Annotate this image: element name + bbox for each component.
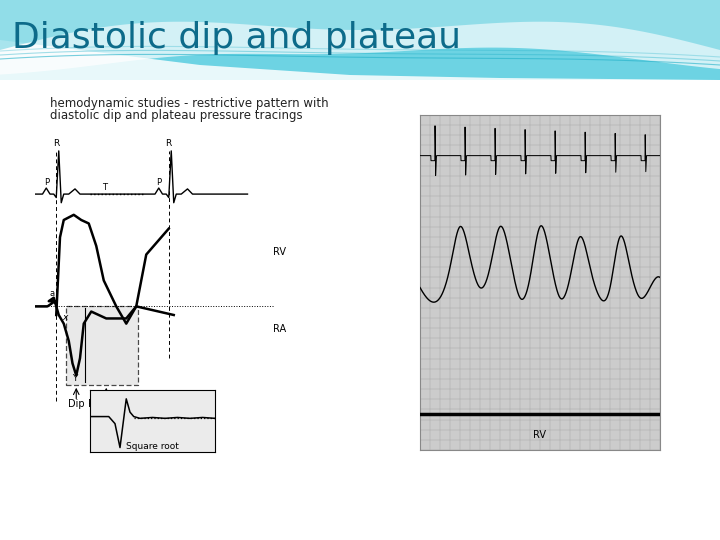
Text: hemodynamic studies - restrictive pattern with: hemodynamic studies - restrictive patter… — [50, 97, 328, 110]
Text: P: P — [156, 178, 161, 187]
Polygon shape — [0, 0, 720, 75]
Text: Dip: Dip — [68, 399, 84, 409]
Text: T: T — [102, 183, 107, 192]
Text: Plateau: Plateau — [88, 399, 125, 409]
Polygon shape — [0, 40, 720, 80]
Polygon shape — [0, 0, 720, 50]
Text: RV: RV — [534, 430, 546, 440]
Text: Square root: Square root — [126, 442, 179, 451]
Text: P: P — [44, 178, 49, 187]
Text: x: x — [63, 313, 68, 322]
Bar — [0, 78, 720, 540]
Bar — [0, 0, 720, 80]
Polygon shape — [0, 0, 720, 80]
Text: Diastolic dip and plateau: Diastolic dip and plateau — [12, 21, 461, 55]
Text: RV: RV — [272, 247, 286, 256]
Text: R: R — [53, 139, 59, 148]
Text: R: R — [166, 139, 172, 148]
Text: diastolic dip and plateau pressure tracings: diastolic dip and plateau pressure traci… — [50, 109, 302, 122]
Text: a: a — [50, 289, 55, 298]
Text: RA: RA — [272, 325, 286, 334]
FancyBboxPatch shape — [66, 306, 138, 385]
Text: Y: Y — [72, 374, 78, 383]
